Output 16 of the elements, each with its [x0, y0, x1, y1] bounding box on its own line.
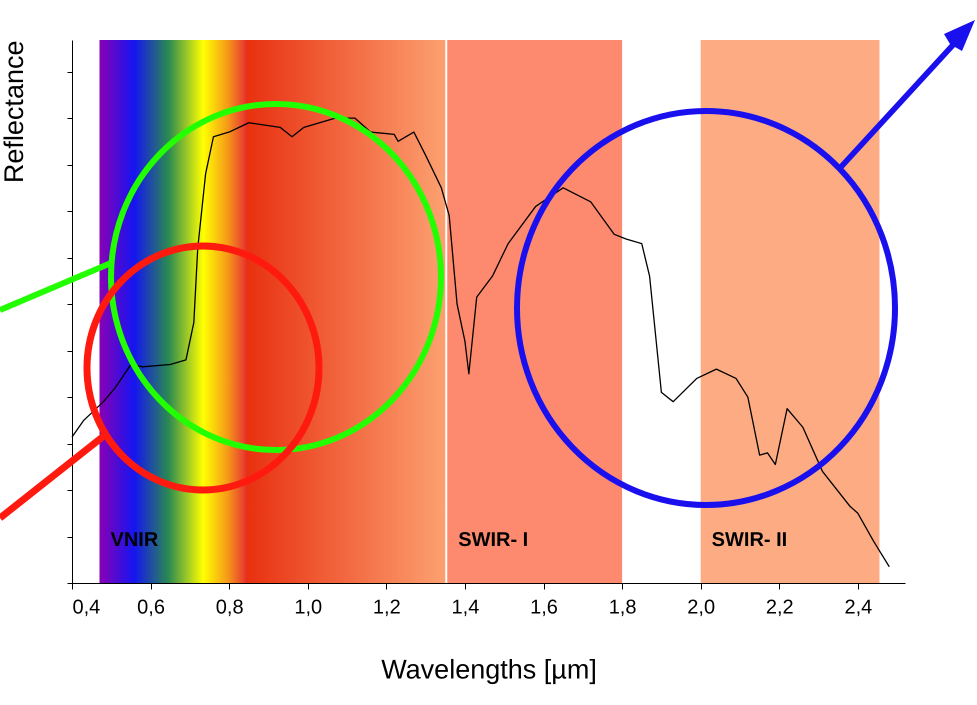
x-axis-title: Wavelengths [µm] — [381, 654, 597, 684]
x-tick-label: 1,4 — [452, 596, 480, 618]
x-tick-label: 0,4 — [72, 596, 100, 618]
x-tick-label: 0,6 — [137, 596, 165, 618]
x-tick-label: 2,4 — [844, 596, 872, 618]
x-tick-label: 1,6 — [530, 596, 558, 618]
band-label: SWIR- II — [712, 529, 788, 551]
x-tick-label: 1,2 — [372, 596, 401, 618]
x-tick-label: 0,8 — [216, 596, 244, 618]
band-label: VNIR — [110, 529, 159, 551]
x-tick-label: 1,8 — [608, 596, 636, 618]
y-axis-title: Reflectance — [0, 40, 29, 184]
band-label: SWIR- I — [458, 529, 528, 551]
x-tick-label: 1,0 — [294, 596, 322, 618]
x-tick-label: 2,2 — [766, 596, 794, 618]
x-tick-label: 2,0 — [687, 596, 716, 618]
